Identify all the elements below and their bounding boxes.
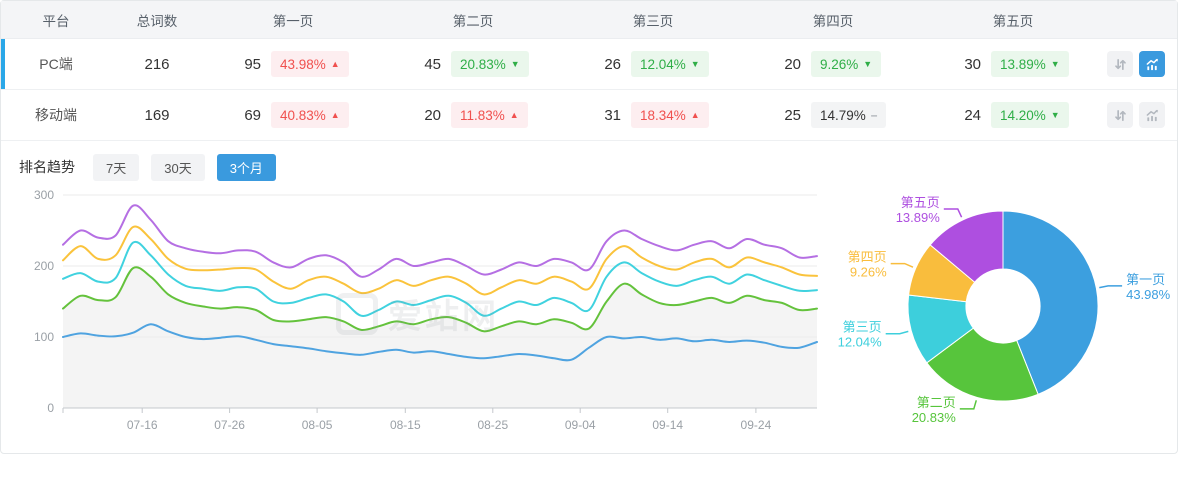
page4-cell: 20 9.26% ▼ bbox=[743, 51, 923, 77]
svg-text:100: 100 bbox=[34, 330, 54, 344]
svg-text:20.83%: 20.83% bbox=[912, 410, 957, 425]
sort-arrows-button[interactable] bbox=[1107, 51, 1133, 77]
page1-count: 69 bbox=[244, 106, 261, 124]
page4-count: 25 bbox=[784, 106, 801, 124]
page3-count: 26 bbox=[604, 55, 621, 73]
svg-text:08-15: 08-15 bbox=[390, 418, 421, 432]
page5-change-badge: 13.89% ▼ bbox=[991, 51, 1069, 77]
col-header-platform: 平台 bbox=[42, 13, 70, 29]
svg-text:09-04: 09-04 bbox=[565, 418, 596, 432]
up-triangle-icon: ▲ bbox=[330, 58, 340, 69]
svg-text:第五页: 第五页 bbox=[901, 195, 940, 210]
svg-text:08-25: 08-25 bbox=[477, 418, 508, 432]
page5-cell: 24 14.20% ▼ bbox=[923, 102, 1103, 128]
sort-arrows-icon bbox=[1114, 109, 1126, 121]
trend-chart-icon bbox=[1146, 58, 1158, 70]
page4-change-badge: 14.79% – bbox=[811, 102, 887, 128]
page4-count: 20 bbox=[784, 55, 801, 73]
svg-text:第三页: 第三页 bbox=[843, 320, 882, 335]
tab-3-months[interactable]: 3个月 bbox=[216, 153, 276, 181]
trend-header: 排名趋势 7天 30天 3个月 bbox=[1, 153, 1177, 181]
svg-text:07-16: 07-16 bbox=[127, 418, 158, 432]
svg-text:第一页: 第一页 bbox=[1126, 272, 1165, 287]
page3-cell: 31 18.34% ▲ bbox=[563, 102, 743, 128]
svg-text:09-24: 09-24 bbox=[741, 418, 772, 432]
platform-label: 移动端 bbox=[35, 107, 77, 123]
page3-change-badge: 18.34% ▲ bbox=[631, 102, 709, 128]
down-triangle-icon: ▼ bbox=[1050, 58, 1060, 69]
page1-cell: 69 40.83% ▲ bbox=[203, 102, 383, 128]
page2-change-badge: 20.83% ▼ bbox=[451, 51, 529, 77]
svg-text:第四页: 第四页 bbox=[848, 250, 887, 265]
platform-label: PC端 bbox=[39, 56, 73, 72]
col-header-total-words: 总词数 bbox=[136, 13, 178, 29]
page4-change-badge: 9.26% ▼ bbox=[811, 51, 882, 77]
tab-30-days[interactable]: 30天 bbox=[151, 153, 205, 181]
up-triangle-icon: ▲ bbox=[330, 109, 340, 120]
page2-cell: 45 20.83% ▼ bbox=[383, 51, 563, 77]
trend-chart-button[interactable] bbox=[1139, 102, 1165, 128]
svg-text:12.04%: 12.04% bbox=[838, 335, 883, 350]
page2-count: 45 bbox=[424, 55, 441, 73]
down-triangle-icon: ▼ bbox=[690, 58, 700, 69]
flat-dash-icon: – bbox=[870, 108, 878, 122]
svg-text:08-05: 08-05 bbox=[302, 418, 333, 432]
rank-trend-line-chart[interactable]: 07-16 07-26 08-05 08-15 08-25 09-04 09-14 09-24… bbox=[11, 183, 823, 453]
page1-change-badge: 43.98% ▲ bbox=[271, 51, 349, 77]
svg-text:07-26: 07-26 bbox=[214, 418, 245, 432]
col-header-page1: 第一页 bbox=[272, 13, 314, 29]
col-header-page5: 第五页 bbox=[992, 13, 1034, 29]
page2-cell: 20 11.83% ▲ bbox=[383, 102, 563, 128]
page1-cell: 95 43.98% ▲ bbox=[203, 51, 383, 77]
chart-area: 07-16 07-26 08-05 08-15 08-25 09-04 09-14 09-24… bbox=[1, 183, 1177, 483]
down-triangle-icon: ▼ bbox=[863, 58, 873, 69]
page5-change-badge: 14.20% ▼ bbox=[991, 102, 1069, 128]
down-triangle-icon: ▼ bbox=[1050, 109, 1060, 120]
up-triangle-icon: ▲ bbox=[690, 109, 700, 120]
page5-cell: 30 13.89% ▼ bbox=[923, 51, 1103, 77]
svg-text:09-14: 09-14 bbox=[652, 418, 683, 432]
rank-trend-section: 排名趋势 7天 30天 3个月 07-16 07-26 08-05 08-15 08-2… bbox=[1, 141, 1177, 483]
svg-text:0: 0 bbox=[47, 401, 54, 415]
col-header-page4: 第四页 bbox=[812, 13, 854, 29]
page2-change-badge: 11.83% ▲ bbox=[451, 102, 528, 128]
sort-arrows-button[interactable] bbox=[1107, 102, 1133, 128]
col-header-page2: 第二页 bbox=[452, 13, 494, 29]
trend-chart-button[interactable] bbox=[1139, 51, 1165, 77]
trend-title: 排名趋势 bbox=[19, 159, 75, 175]
page4-cell: 25 14.79% – bbox=[743, 102, 923, 128]
svg-text:300: 300 bbox=[34, 188, 54, 202]
svg-text:第二页: 第二页 bbox=[917, 395, 956, 410]
svg-text:13.89%: 13.89% bbox=[896, 210, 941, 225]
table-row-mobile[interactable]: 移动端 169 69 40.83% ▲ 20 11.83% ▲ 31 18.34% ▲… bbox=[1, 90, 1177, 141]
page3-count: 31 bbox=[604, 106, 621, 124]
page5-count: 30 bbox=[964, 55, 981, 73]
down-triangle-icon: ▼ bbox=[510, 58, 520, 69]
page1-count: 95 bbox=[244, 55, 261, 73]
table-row-pc[interactable]: PC端 216 95 43.98% ▲ 45 20.83% ▼ 26 12.04% ▼… bbox=[1, 39, 1177, 90]
svg-text:200: 200 bbox=[34, 259, 54, 273]
svg-text:43.98%: 43.98% bbox=[1126, 287, 1171, 302]
sort-arrows-icon bbox=[1114, 58, 1126, 70]
col-header-page3: 第三页 bbox=[632, 13, 674, 29]
page3-cell: 26 12.04% ▼ bbox=[563, 51, 743, 77]
page1-change-badge: 40.83% ▲ bbox=[271, 102, 349, 128]
trend-chart-icon bbox=[1146, 109, 1158, 121]
total-words-value: 169 bbox=[144, 106, 170, 124]
table-header: 平台 总词数 第一页 第二页 第三页 第四页 第五页 bbox=[1, 1, 1177, 39]
total-words-value: 216 bbox=[144, 55, 170, 73]
svg-text:9.26%: 9.26% bbox=[850, 265, 887, 280]
page2-count: 20 bbox=[424, 106, 441, 124]
page5-count: 24 bbox=[964, 106, 981, 124]
page3-change-badge: 12.04% ▼ bbox=[631, 51, 709, 77]
up-triangle-icon: ▲ bbox=[509, 109, 519, 120]
tab-7-days[interactable]: 7天 bbox=[93, 153, 140, 181]
keyword-rank-panel: 平台 总词数 第一页 第二页 第三页 第四页 第五页 PC端 216 95 43… bbox=[0, 0, 1178, 454]
